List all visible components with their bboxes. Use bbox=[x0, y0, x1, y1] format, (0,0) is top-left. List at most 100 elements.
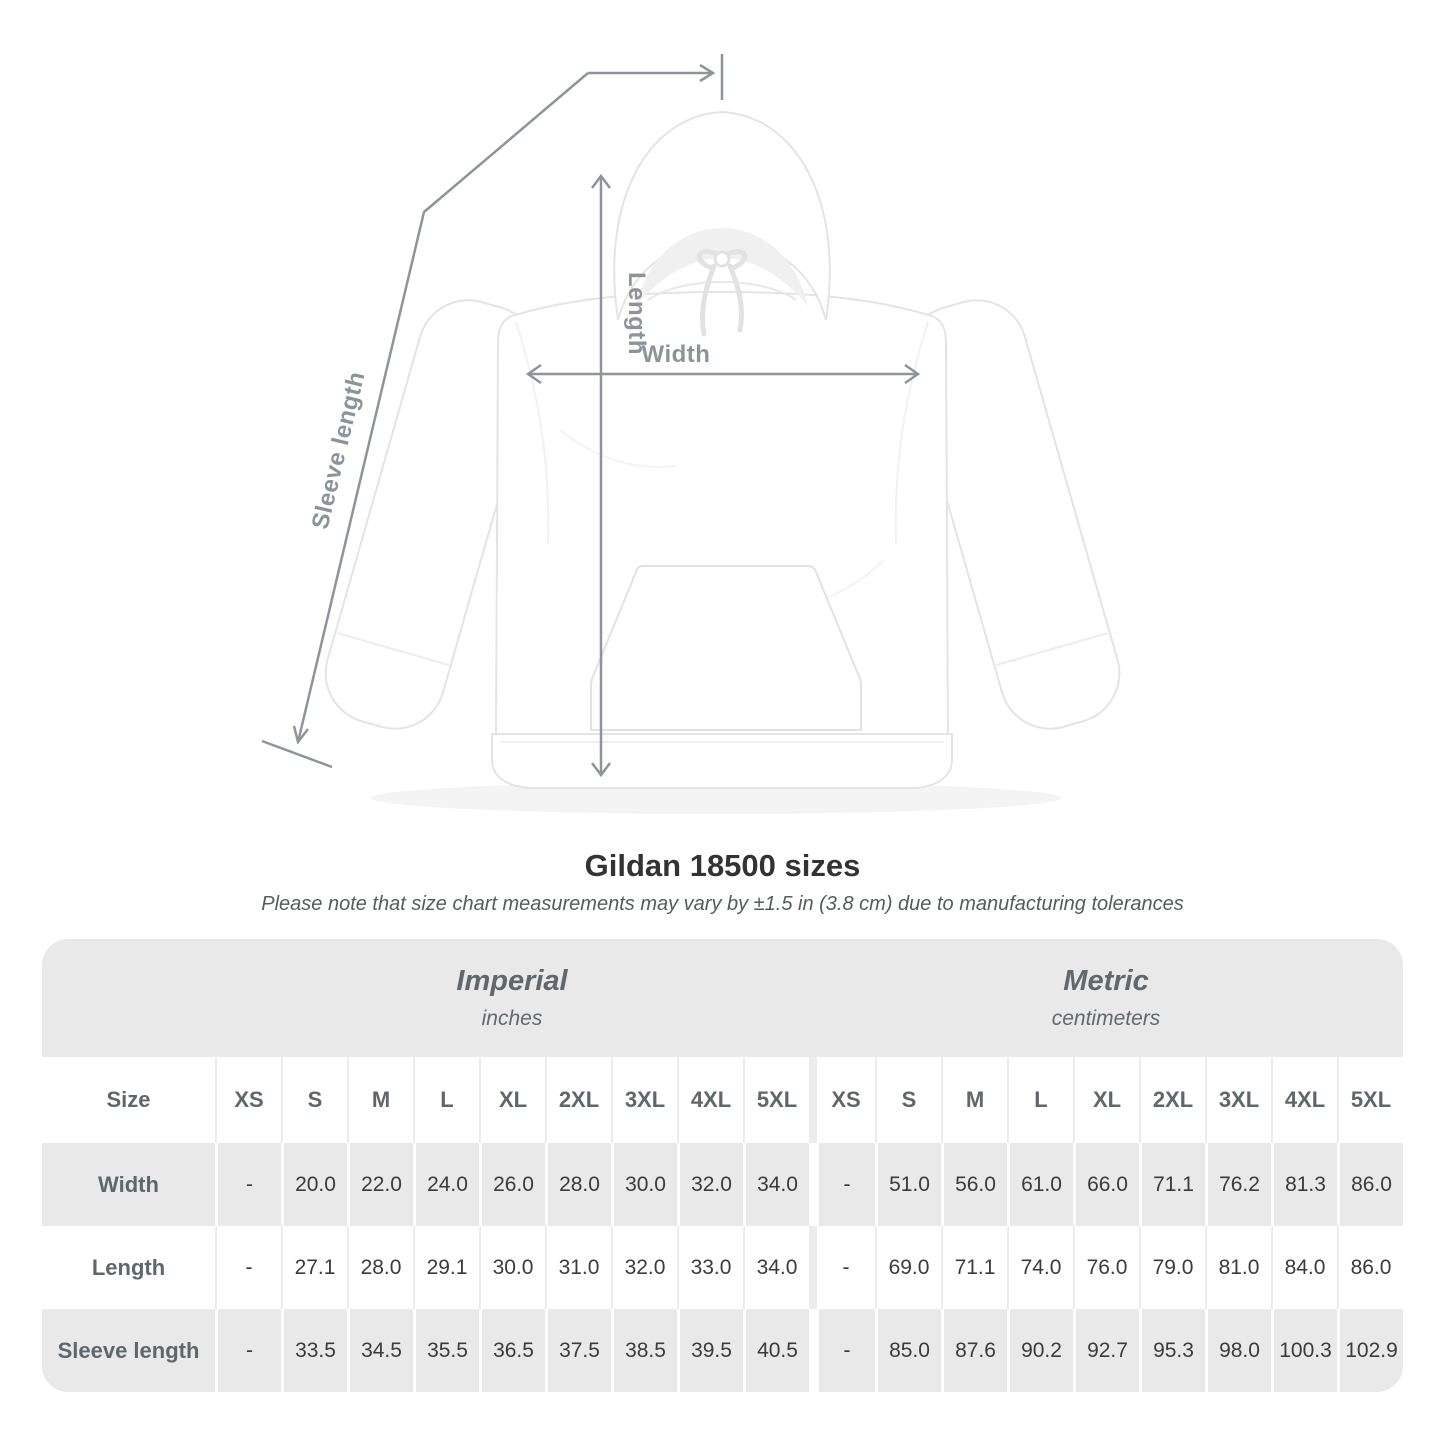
table-cell: 22.0 bbox=[347, 1143, 413, 1226]
table-cell: 85.0 bbox=[875, 1309, 941, 1392]
table-cell: - bbox=[809, 1309, 875, 1392]
table-row: Length -27.1 28.0 29.1 30.0 31.0 32.0 33.0 34.0-… bbox=[42, 1226, 1403, 1309]
table-cell: 66.0 bbox=[1073, 1143, 1139, 1226]
hoodie-size-diagram: Width Length Sleeve length bbox=[261, 54, 1121, 814]
size-col-header: 5XL bbox=[1337, 1057, 1403, 1143]
table-cell: - bbox=[215, 1226, 281, 1309]
hoodie-right-sleeve bbox=[906, 299, 1121, 730]
table-cell: 32.0 bbox=[677, 1143, 743, 1226]
table-cell: 28.0 bbox=[545, 1143, 611, 1226]
hood-inner-shade bbox=[636, 228, 808, 306]
size-col-header: M bbox=[941, 1057, 1007, 1143]
seam-line bbox=[894, 321, 929, 545]
table-cell: 34.0 bbox=[743, 1226, 809, 1309]
row-label: Length bbox=[42, 1226, 215, 1309]
table-row: Size XS S M L XL 2XL 3XL 4XL 5XL XS S M L XL 2XL 3XL 4XL 5… bbox=[42, 1057, 1403, 1143]
unit-header-imperial: Imperial inches bbox=[215, 939, 809, 1057]
size-col-header: 2XL bbox=[1139, 1057, 1205, 1143]
table-cell: 24.0 bbox=[413, 1143, 479, 1226]
table-cell: 81.0 bbox=[1205, 1226, 1271, 1309]
table-cell: 20.0 bbox=[281, 1143, 347, 1226]
size-col-header: XS bbox=[809, 1057, 875, 1143]
hoodie-drawstrings bbox=[696, 249, 748, 337]
unit-title: Metric bbox=[1063, 965, 1149, 997]
length-arrow bbox=[591, 173, 611, 778]
table-cell: 74.0 bbox=[1007, 1226, 1073, 1309]
table-cell: 30.0 bbox=[611, 1143, 677, 1226]
size-col-header: L bbox=[413, 1057, 479, 1143]
table-cell: 76.0 bbox=[1073, 1226, 1139, 1309]
unit-header-band: Imperial inches Metric centimeters bbox=[42, 939, 1403, 1057]
table-cell: 34.5 bbox=[347, 1309, 413, 1392]
length-measure-label: Length bbox=[623, 272, 650, 355]
size-col-header: M bbox=[347, 1057, 413, 1143]
unit-subtitle: inches bbox=[481, 1007, 543, 1030]
table-cell: 31.0 bbox=[545, 1226, 611, 1309]
table-cell: 39.5 bbox=[677, 1309, 743, 1392]
size-col-header: XL bbox=[479, 1057, 545, 1143]
width-measure-label: Width bbox=[642, 341, 711, 368]
table-cell: 84.0 bbox=[1271, 1226, 1337, 1309]
sleeve-length-arrow bbox=[261, 54, 724, 769]
table-cell: 87.6 bbox=[941, 1309, 1007, 1392]
table-cell: 95.3 bbox=[1139, 1309, 1205, 1392]
fold-line bbox=[559, 429, 677, 468]
hoodie-pocket bbox=[590, 565, 862, 731]
table-row: Sleeve length -33.5 34.5 35.5 36.5 37.5 38.5 39… bbox=[42, 1309, 1403, 1392]
table-cell: 35.5 bbox=[413, 1309, 479, 1392]
table-cell: 26.0 bbox=[479, 1143, 545, 1226]
table-cell: 34.0 bbox=[743, 1143, 809, 1226]
tolerance-note: Please note that size chart measurements… bbox=[261, 893, 1184, 915]
table-cell: 37.5 bbox=[545, 1309, 611, 1392]
size-col-header: L bbox=[1007, 1057, 1073, 1143]
size-col-header: 4XL bbox=[677, 1057, 743, 1143]
table-cell: 90.2 bbox=[1007, 1309, 1073, 1392]
table-cell: 86.0 bbox=[1337, 1226, 1403, 1309]
table-cell: 98.0 bbox=[1205, 1309, 1271, 1392]
table-cell: 102.9 bbox=[1337, 1309, 1403, 1392]
sleeve-length-measure-label: Sleeve length bbox=[307, 369, 371, 532]
seam-line bbox=[515, 321, 550, 545]
size-col-header: 2XL bbox=[545, 1057, 611, 1143]
unit-header-spacer bbox=[42, 939, 215, 1057]
size-col-header: S bbox=[281, 1057, 347, 1143]
page-title: Gildan 18500 sizes bbox=[584, 848, 861, 883]
size-col-header: S bbox=[875, 1057, 941, 1143]
table-cell: 76.2 bbox=[1205, 1143, 1271, 1226]
collar-seam bbox=[647, 281, 797, 301]
table-cell: 81.3 bbox=[1271, 1143, 1337, 1226]
hoodie-shadow bbox=[371, 782, 1061, 814]
size-col-header: 5XL bbox=[743, 1057, 809, 1143]
table-cell: 40.5 bbox=[743, 1309, 809, 1392]
table-cell: - bbox=[215, 1143, 281, 1226]
table-cell: 33.0 bbox=[677, 1226, 743, 1309]
size-col-header: XS bbox=[215, 1057, 281, 1143]
unit-subtitle: centimeters bbox=[1051, 1007, 1161, 1030]
row-label: Sleeve length bbox=[42, 1309, 215, 1392]
table-cell: 69.0 bbox=[875, 1226, 941, 1309]
table-cell: 27.1 bbox=[281, 1226, 347, 1309]
table-cell: 79.0 bbox=[1139, 1226, 1205, 1309]
table-cell: 38.5 bbox=[611, 1309, 677, 1392]
unit-title: Imperial bbox=[456, 965, 568, 997]
hoodie-hem bbox=[491, 733, 953, 789]
table-cell: 61.0 bbox=[1007, 1143, 1073, 1226]
table-cell: 36.5 bbox=[479, 1309, 545, 1392]
table-cell: 71.1 bbox=[1139, 1143, 1205, 1226]
width-arrow bbox=[525, 363, 921, 385]
row-label: Width bbox=[42, 1143, 215, 1226]
size-corner-label: Size bbox=[42, 1057, 215, 1143]
table-cell: - bbox=[215, 1309, 281, 1392]
table-cell: - bbox=[809, 1143, 875, 1226]
table-body: Size XS S M L XL 2XL 3XL 4XL 5XL XS S M L XL 2XL 3XL 4XL 5… bbox=[42, 1057, 1403, 1392]
table-cell: 92.7 bbox=[1073, 1309, 1139, 1392]
table-cell: 100.3 bbox=[1271, 1309, 1337, 1392]
size-table: Imperial inches Metric centimeters Size X… bbox=[42, 939, 1403, 1392]
table-cell: 28.0 bbox=[347, 1226, 413, 1309]
unit-header-metric: Metric centimeters bbox=[809, 939, 1403, 1057]
table-cell: 33.5 bbox=[281, 1309, 347, 1392]
hoodie-left-sleeve bbox=[324, 299, 539, 730]
table-cell: - bbox=[809, 1226, 875, 1309]
table-cell: 86.0 bbox=[1337, 1143, 1403, 1226]
